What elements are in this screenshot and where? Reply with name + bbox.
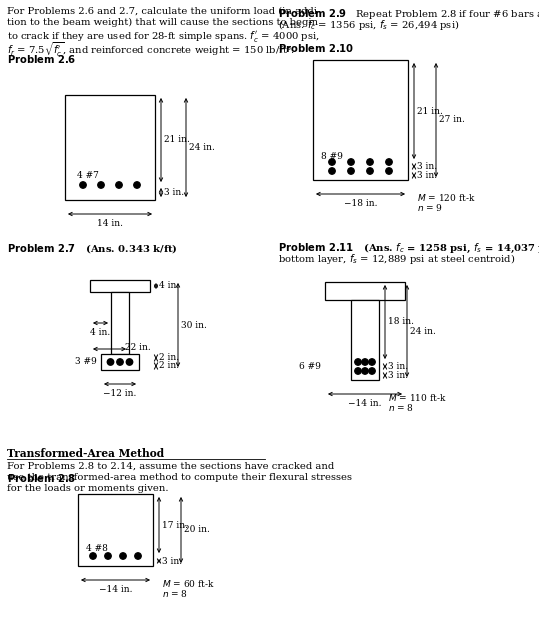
Text: tion to the beam weight) that will cause the sections to begin: tion to the beam weight) that will cause… (7, 18, 318, 27)
Text: 6 #9: 6 #9 (299, 362, 321, 371)
Circle shape (107, 359, 114, 365)
Circle shape (362, 368, 368, 374)
Text: Transformed-Area Method: Transformed-Area Method (7, 448, 164, 459)
Circle shape (362, 359, 368, 365)
Text: $f_r$ = 7.5$\sqrt{f_c^\prime}$, and reinforced concrete weight = 150 lb/ft³.: $f_r$ = 7.5$\sqrt{f_c^\prime}$, and rein… (7, 40, 294, 58)
Text: 3 in.: 3 in. (388, 371, 408, 380)
Text: 3 in.: 3 in. (417, 171, 437, 180)
Text: 3 in.: 3 in. (162, 556, 182, 566)
Text: 22 in.: 22 in. (125, 343, 151, 352)
Text: use the transformed-area method to compute their flexural stresses: use the transformed-area method to compu… (7, 473, 352, 482)
Bar (78, 494, 153, 566)
Text: 30 in.: 30 in. (181, 320, 207, 330)
Circle shape (369, 368, 375, 374)
Text: $M$ = 120 ft-k: $M$ = 120 ft-k (417, 192, 475, 203)
Text: for the loads or moments given.: for the loads or moments given. (7, 484, 169, 493)
Text: For Problems 2.8 to 2.14, assume the sections have cracked and: For Problems 2.8 to 2.14, assume the sec… (7, 462, 334, 471)
Circle shape (367, 159, 373, 165)
Bar (101, 354, 139, 370)
Text: −18 in.: −18 in. (344, 199, 377, 208)
Text: to crack if they are used for 28-ft simple spans. $f_c^\prime$ = 4000 psi,: to crack if they are used for 28-ft simp… (7, 29, 320, 44)
Text: $\bf{Problem\ 2.8}$: $\bf{Problem\ 2.8}$ (7, 472, 76, 484)
Bar (90, 280, 150, 292)
Text: $\bf{Problem\ 2.6}$: $\bf{Problem\ 2.6}$ (7, 53, 77, 65)
Circle shape (367, 168, 373, 175)
Circle shape (348, 159, 354, 165)
Circle shape (386, 159, 392, 165)
Circle shape (386, 168, 392, 175)
Circle shape (329, 168, 335, 175)
Circle shape (117, 359, 123, 365)
Circle shape (329, 159, 335, 165)
Text: $M$ = 110 ft-k: $M$ = 110 ft-k (388, 392, 446, 403)
Text: 24 in.: 24 in. (189, 143, 215, 152)
Bar (325, 282, 405, 300)
Text: For Problems 2.6 and 2.7, calculate the uniform load (in addi-: For Problems 2.6 and 2.7, calculate the … (7, 7, 320, 16)
Text: −12 in.: −12 in. (103, 389, 137, 398)
Circle shape (355, 368, 361, 374)
Bar (65, 95, 155, 200)
Text: $n$ = 9: $n$ = 9 (417, 202, 443, 213)
Text: −14 in.: −14 in. (348, 399, 382, 408)
Circle shape (348, 168, 354, 175)
Text: 4 in.: 4 in. (91, 328, 110, 337)
Circle shape (90, 553, 96, 559)
Text: 27 in.: 27 in. (439, 116, 465, 124)
Circle shape (116, 182, 122, 188)
Text: 2 in.: 2 in. (159, 361, 179, 371)
Circle shape (126, 359, 133, 365)
Text: 3 in.: 3 in. (164, 188, 184, 197)
Circle shape (98, 182, 104, 188)
Text: 3 #9: 3 #9 (75, 358, 97, 366)
Text: 24 in.: 24 in. (410, 327, 436, 335)
Text: 3 in.: 3 in. (388, 362, 408, 371)
Text: 18 in.: 18 in. (388, 317, 414, 327)
Text: 4 in.: 4 in. (159, 281, 179, 291)
Bar (111, 292, 129, 354)
Text: bottom layer, $f_s$ = 12,889 psi at steel centroid): bottom layer, $f_s$ = 12,889 psi at stee… (278, 252, 515, 266)
Text: 4 #7: 4 #7 (77, 171, 99, 180)
Text: 17 in.: 17 in. (162, 520, 188, 530)
Text: (Ans. $f_c$ = 1356 psi, $f_s$ = 26,494 psi): (Ans. $f_c$ = 1356 psi, $f_s$ = 26,494 p… (278, 18, 459, 32)
Text: $\bf{Problem\ 2.11}$   (Ans. $f_c$ = 1258 psi, $f_s$ = 14,037 psi in: $\bf{Problem\ 2.11}$ (Ans. $f_c$ = 1258 … (278, 242, 539, 255)
Text: 2 in.: 2 in. (159, 353, 179, 363)
Text: 8 #9: 8 #9 (321, 152, 343, 161)
Text: $\bf{Problem\ 2.10}$: $\bf{Problem\ 2.10}$ (278, 42, 354, 54)
Bar (351, 300, 379, 380)
Text: $\bf{Problem\ 2.7}$   (Ans. 0.343 k/ft): $\bf{Problem\ 2.7}$ (Ans. 0.343 k/ft) (7, 242, 178, 255)
Text: 21 in.: 21 in. (417, 106, 443, 116)
Text: 3 in.: 3 in. (417, 162, 437, 171)
Text: $\bf{Problem\ 2.9}$   Repeat Problem 2.8 if four #6 bars are used.: $\bf{Problem\ 2.9}$ Repeat Problem 2.8 i… (278, 7, 539, 21)
Circle shape (134, 182, 140, 188)
Circle shape (369, 359, 375, 365)
Circle shape (355, 359, 361, 365)
Circle shape (135, 553, 141, 559)
Text: $M$ = 60 ft-k: $M$ = 60 ft-k (162, 578, 215, 589)
Text: $n$ = 8: $n$ = 8 (388, 402, 414, 413)
Text: 21 in.: 21 in. (164, 135, 190, 145)
Text: $n$ = 8: $n$ = 8 (162, 588, 188, 599)
Text: −14 in.: −14 in. (99, 585, 132, 594)
Text: 4 #8: 4 #8 (86, 544, 108, 553)
Text: 20 in.: 20 in. (184, 525, 210, 535)
Circle shape (105, 553, 111, 559)
Circle shape (80, 182, 86, 188)
Circle shape (120, 553, 126, 559)
Bar (313, 60, 408, 180)
Text: 14 in.: 14 in. (97, 219, 123, 228)
